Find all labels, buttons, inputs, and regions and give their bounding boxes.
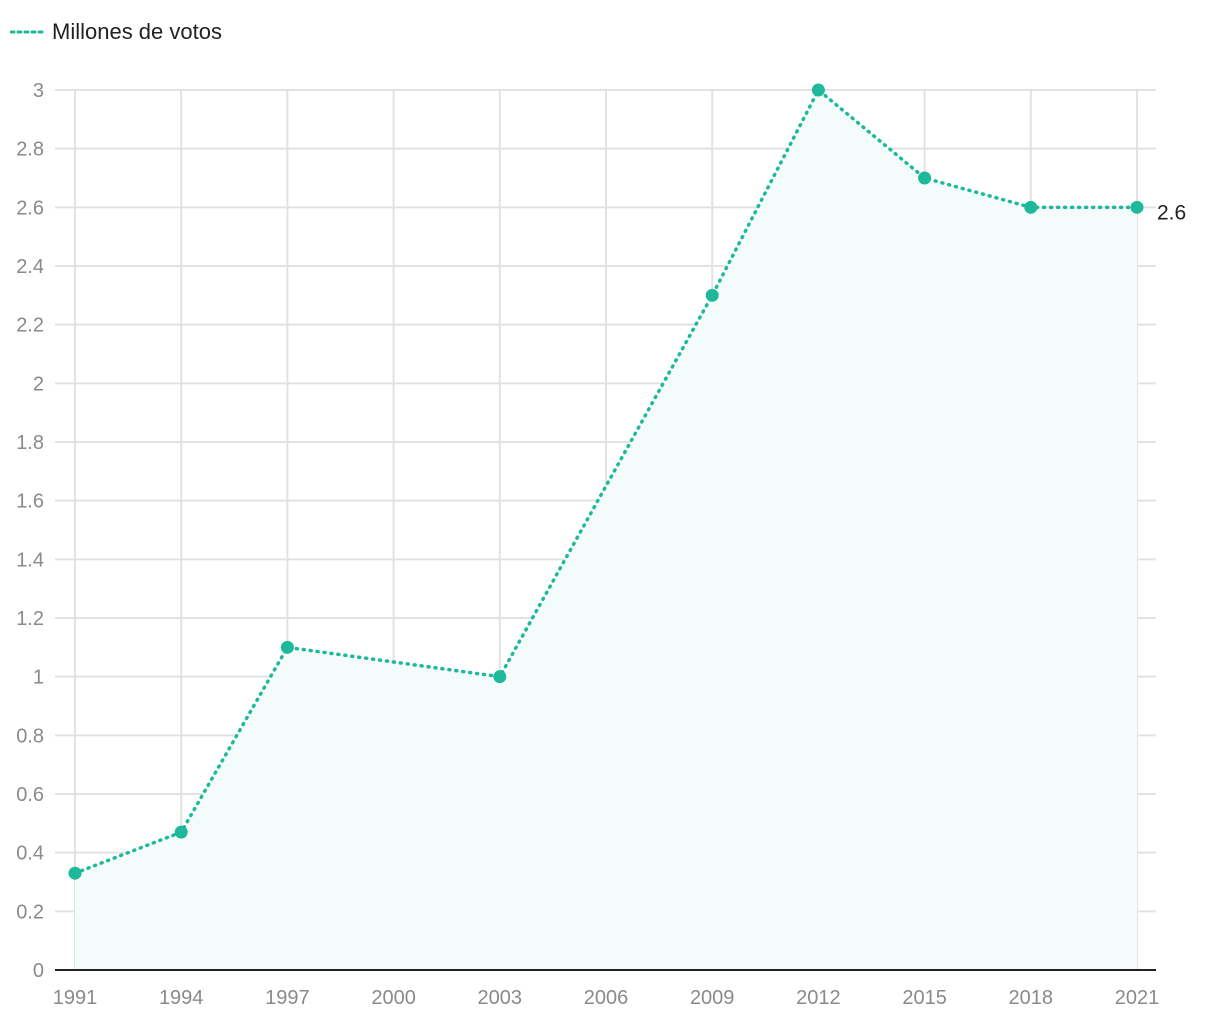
- x-tick-label: 2006: [584, 987, 629, 1009]
- series-line: [73, 88, 1139, 875]
- x-tick-label: 2015: [902, 987, 947, 1009]
- y-tick-label: 0.2: [16, 901, 44, 923]
- y-tick-label: 2.6: [16, 197, 44, 219]
- y-tick-label: 3: [33, 80, 44, 102]
- x-tick-label: 2018: [1009, 987, 1054, 1009]
- y-tick-label: 1.6: [16, 491, 44, 513]
- data-point: [174, 825, 188, 839]
- data-point: [811, 83, 825, 97]
- data-point: [280, 640, 294, 654]
- x-tick-label: 1994: [159, 987, 204, 1009]
- y-tick-label: 0: [33, 960, 44, 982]
- area-fill: [75, 90, 1137, 970]
- y-tick-label: 2.8: [16, 139, 44, 161]
- legend-label: Millones de votos: [52, 19, 222, 44]
- end-value-label: 2.6: [1157, 201, 1186, 224]
- legend-dotted-line-swatch: [10, 30, 44, 34]
- y-tick-label: 2: [33, 373, 44, 395]
- x-tick-label: 2009: [690, 987, 735, 1009]
- data-point: [1024, 200, 1038, 214]
- y-tick-label: 1.2: [16, 608, 44, 630]
- y-tick-label: 1.4: [16, 549, 44, 571]
- y-tick-label: 2.2: [16, 315, 44, 337]
- x-tick-label: 2003: [478, 987, 523, 1009]
- x-tick-label: 1991: [53, 987, 98, 1009]
- y-tick-label: 0.4: [16, 843, 44, 865]
- y-tick-label: 0.6: [16, 784, 44, 806]
- x-tick-label: 2012: [796, 987, 841, 1009]
- y-tick-label: 0.8: [16, 725, 44, 747]
- data-point: [705, 288, 719, 302]
- labels: 0 0.2 0.4 0.6 0.8 1 1.2 1.4 1.6 1.8 2 2.2 2.4 2.6 2.8 3…: [16, 80, 1186, 1009]
- series-lines: [73, 88, 1139, 875]
- data-point: [493, 670, 507, 684]
- y-tick-label: 1: [33, 667, 44, 689]
- x-tick-label: 2021: [1115, 987, 1160, 1009]
- series-area: [75, 90, 1137, 970]
- y-tick-label: 1.8: [16, 432, 44, 454]
- data-point: [68, 866, 82, 880]
- x-tick-label: 2000: [371, 987, 416, 1009]
- data-point: [1130, 200, 1144, 214]
- data-points: [68, 83, 1144, 880]
- data-point: [918, 171, 932, 185]
- y-tick-label: 2.4: [16, 256, 44, 278]
- legend: Millones de votos: [10, 18, 222, 46]
- x-tick-label: 1997: [265, 987, 310, 1009]
